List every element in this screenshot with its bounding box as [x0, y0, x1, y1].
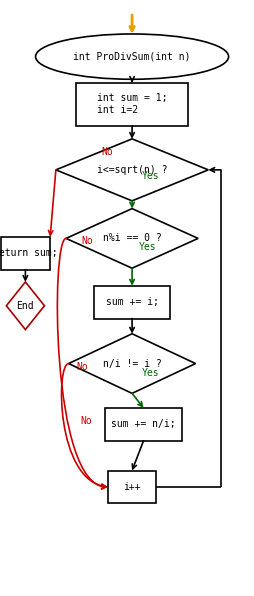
Text: Yes: Yes	[142, 171, 160, 181]
Text: int ProDivSum(int n): int ProDivSum(int n)	[73, 52, 191, 61]
FancyArrowPatch shape	[57, 238, 106, 489]
Text: No: No	[76, 362, 88, 371]
Bar	[76, 83, 188, 126]
Text: No: No	[81, 237, 93, 246]
FancyArrowPatch shape	[61, 364, 106, 489]
Text: End: End	[17, 301, 34, 311]
Text: No: No	[102, 147, 113, 157]
Text: i<=sqrt(n) ?: i<=sqrt(n) ?	[97, 165, 167, 175]
Bar	[108, 471, 156, 503]
Text: int sum = 1;
int i=2: int sum = 1; int i=2	[97, 94, 167, 115]
Bar	[1, 237, 50, 269]
Bar	[105, 408, 182, 441]
Bar	[94, 286, 170, 318]
Text: No: No	[80, 417, 92, 426]
Text: Yes: Yes	[138, 243, 156, 252]
Text: return sum;: return sum;	[0, 249, 58, 258]
Text: n/i != i ?: n/i != i ?	[103, 359, 162, 368]
Text: n%i == 0 ?: n%i == 0 ?	[103, 234, 162, 243]
Text: i++: i++	[123, 482, 141, 492]
Text: sum += i;: sum += i;	[106, 297, 158, 307]
Text: Yes: Yes	[142, 368, 160, 377]
Text: sum += n/i;: sum += n/i;	[111, 420, 176, 429]
